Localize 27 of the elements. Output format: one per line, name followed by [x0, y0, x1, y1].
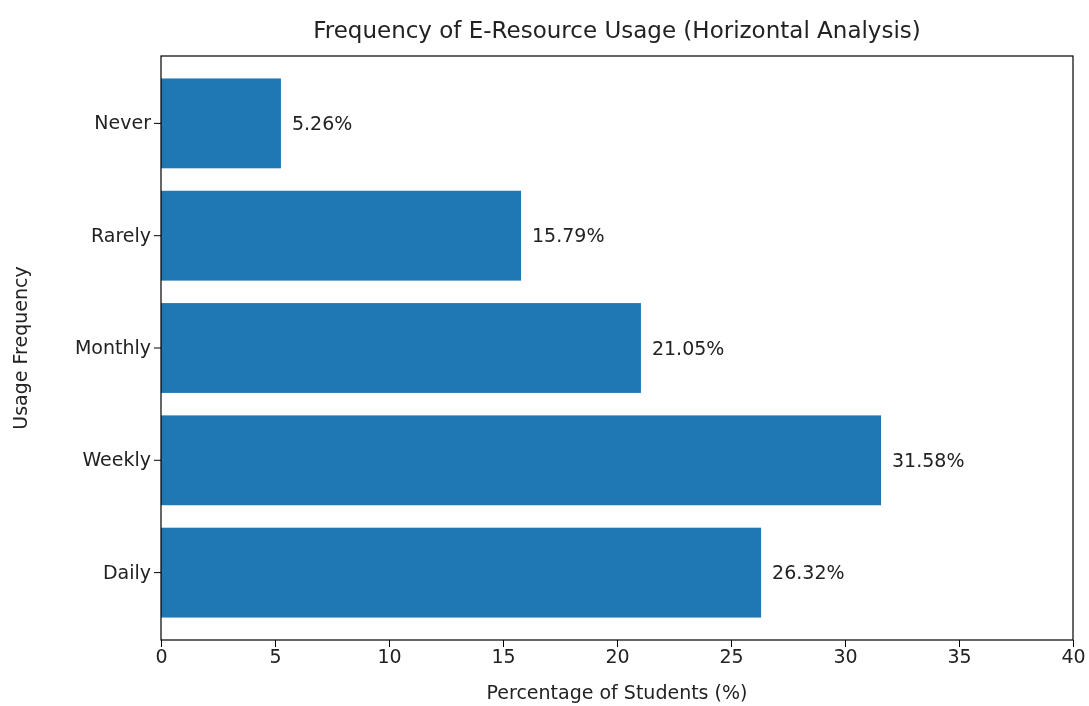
- bar: [161, 78, 281, 169]
- data-label: 31.58%: [892, 448, 965, 471]
- x-tick-label: 20: [605, 645, 630, 668]
- x-tick-label: 10: [377, 645, 402, 668]
- x-tick-label: 5: [269, 645, 282, 668]
- y-axis-title: Usage Frequency: [9, 266, 31, 430]
- y-tick-label: Daily: [102, 560, 151, 583]
- chart-title: Frequency of E-Resource Usage (Horizontal Analysis): [313, 17, 921, 43]
- x-tick-label: 30: [833, 645, 858, 668]
- bar: [161, 415, 882, 506]
- x-tick-label: 40: [1061, 645, 1086, 668]
- data-label: 15.79%: [532, 224, 605, 247]
- y-tick-label: Weekly: [82, 448, 151, 471]
- x-axis-title: Percentage of Students (%): [486, 681, 748, 703]
- data-label: 21.05%: [651, 336, 725, 359]
- data-label: 26.32%: [772, 561, 845, 584]
- x-tick-label: 25: [719, 645, 744, 668]
- x-tick-label: 0: [155, 645, 168, 668]
- bar: [161, 303, 641, 393]
- x-tick-label: 35: [947, 645, 972, 668]
- bar: [161, 190, 522, 281]
- x-tick-label: 15: [491, 645, 516, 668]
- y-tick-label: Never: [94, 111, 152, 134]
- y-tick-label: Rarely: [90, 223, 151, 246]
- data-label: 5.26%: [291, 112, 353, 135]
- bar: [161, 527, 762, 618]
- y-tick-label: Monthly: [74, 336, 151, 359]
